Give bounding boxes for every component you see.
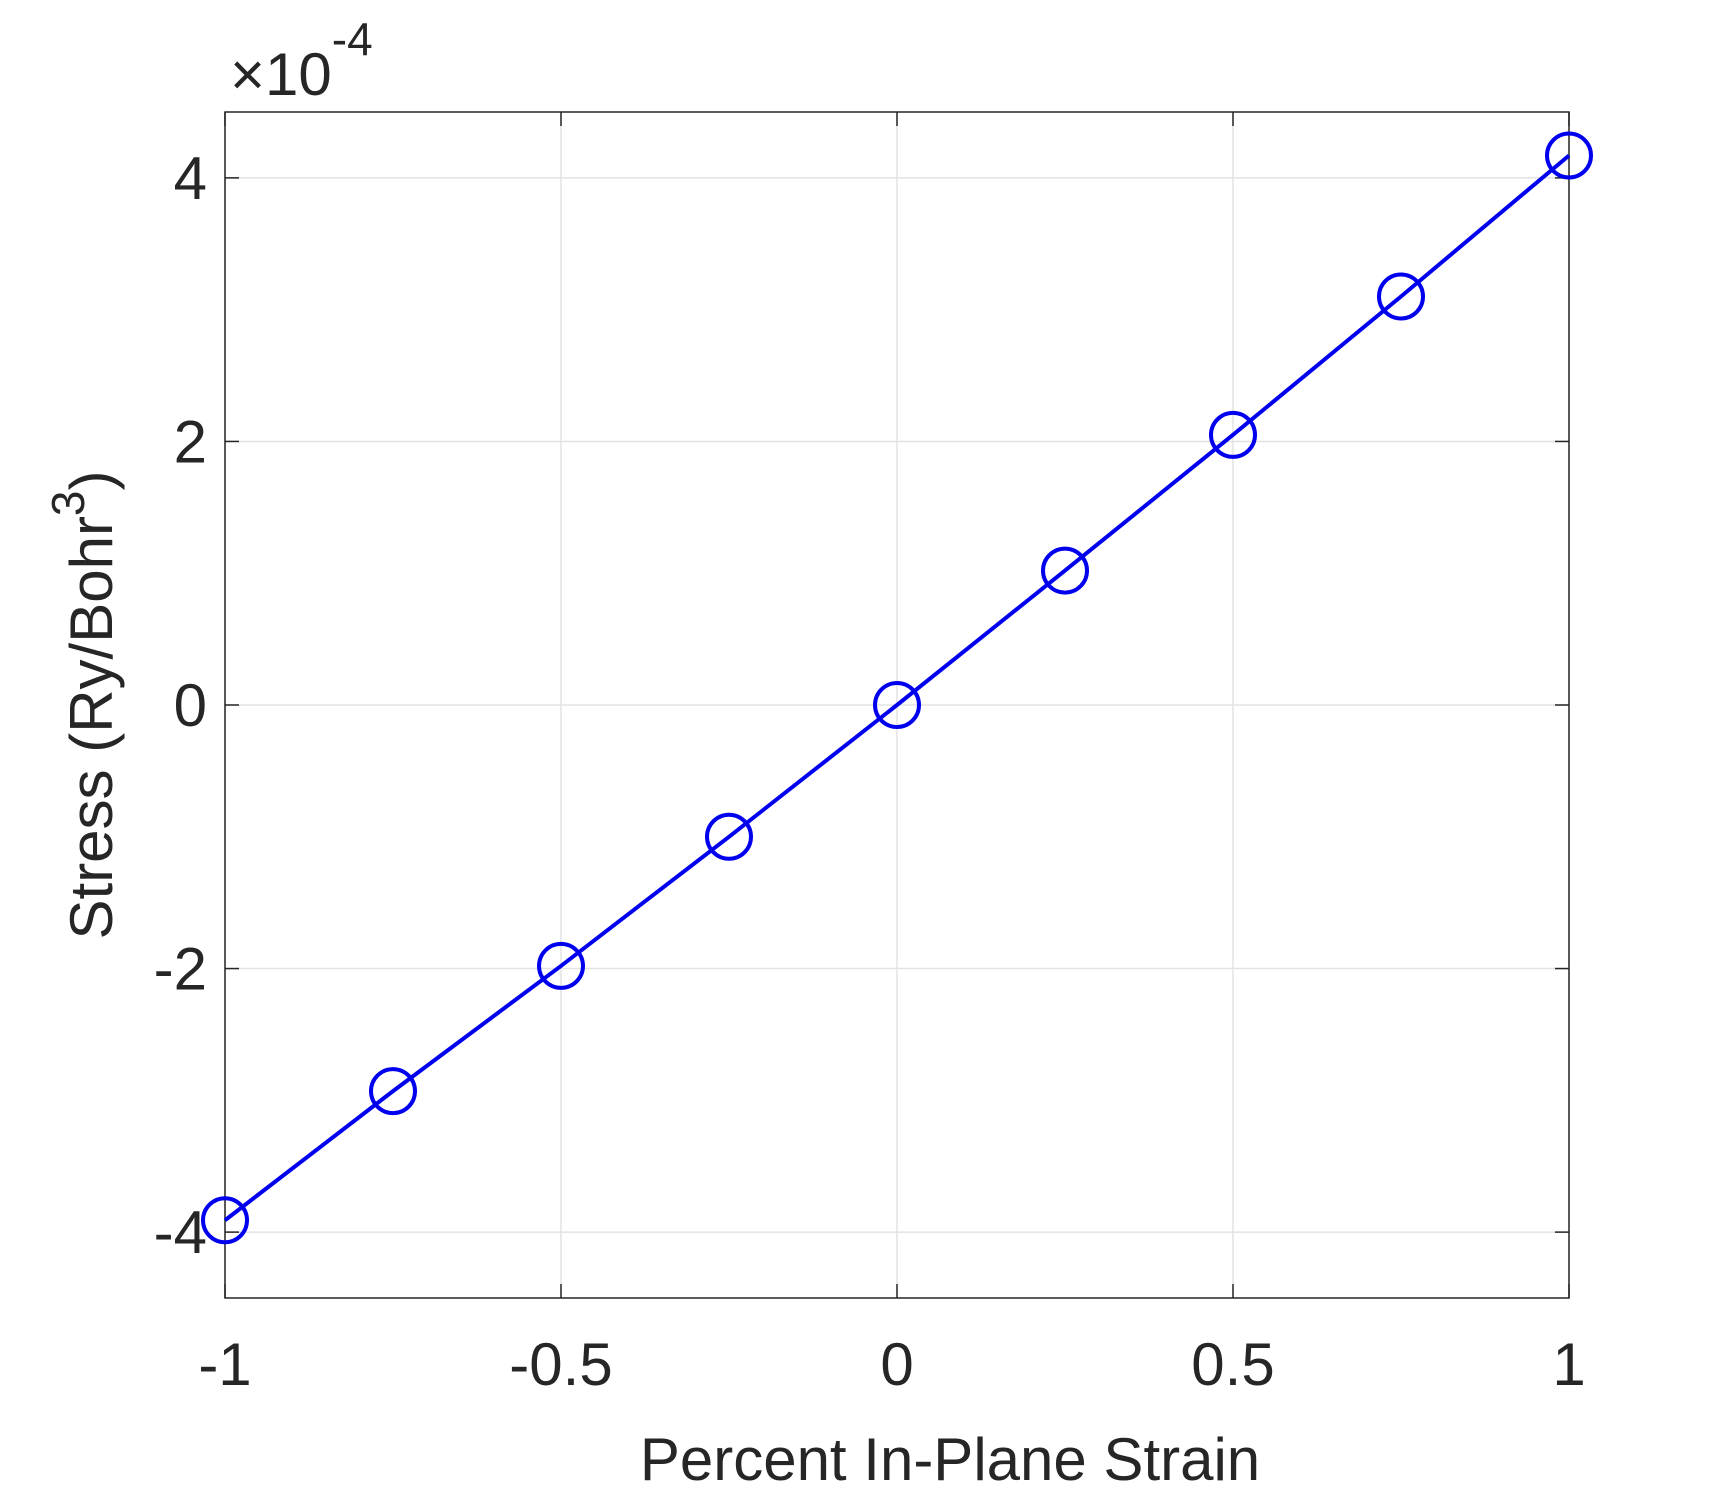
y-axis-label: Stress (Ry/Bohr3) xyxy=(42,470,125,939)
y-label-superscript: 3 xyxy=(42,490,94,516)
data-point xyxy=(537,941,585,990)
y-scale-exponent: -4 xyxy=(332,13,373,65)
data-point xyxy=(1041,546,1089,595)
data-point xyxy=(201,1196,249,1245)
x-tick-label: 1 xyxy=(1552,1331,1585,1398)
data-point xyxy=(1545,131,1593,180)
data-line xyxy=(223,153,1571,1222)
y-label-text: Stress (Ry/Bohr xyxy=(58,516,125,939)
x-tick-label: -0.5 xyxy=(509,1331,612,1398)
y-scale-label: ×10-4 xyxy=(230,13,373,108)
y-tick-label: 4 xyxy=(174,145,207,212)
data-point xyxy=(1377,272,1425,321)
data-point xyxy=(705,812,753,861)
x-tick-label: 0.5 xyxy=(1191,1331,1274,1398)
y-tick-label: 0 xyxy=(174,672,207,739)
x-axis-label: Percent In-Plane Strain xyxy=(640,1426,1260,1493)
x-tick-label: -1 xyxy=(198,1331,251,1398)
plot-frame xyxy=(224,111,1570,1299)
data-point xyxy=(1209,410,1257,459)
x-tick-label: 0 xyxy=(880,1331,913,1398)
y-tick-label: 2 xyxy=(174,408,207,475)
y-label-text: ) xyxy=(58,470,125,490)
data-point xyxy=(369,1067,417,1116)
y-tick-label: -2 xyxy=(154,936,207,1003)
y-tick-label: -4 xyxy=(154,1199,207,1266)
y-scale-base: ×10 xyxy=(230,41,332,108)
data-point xyxy=(873,681,921,729)
